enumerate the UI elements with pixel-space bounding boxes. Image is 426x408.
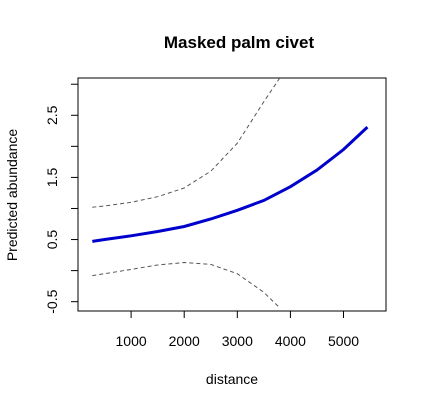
y-tick-label: -0.5 (44, 289, 60, 313)
chart-title: Masked palm civet (164, 33, 315, 52)
x-tick-label: 5000 (328, 333, 359, 349)
x-tick-label: 3000 (222, 333, 253, 349)
series-layer (92, 78, 369, 309)
y-axis: -0.5 0.5 1.5 2.5 (44, 83, 79, 314)
x-axis-label: distance (206, 371, 258, 387)
series-line-upper (92, 78, 281, 208)
plot-area-border (77, 77, 387, 312)
series-line-fit (92, 126, 369, 243)
y-tick-label: 2.5 (44, 105, 60, 125)
series-line-lower (92, 261, 281, 309)
x-axis: 1000 2000 3000 4000 5000 (116, 310, 359, 349)
y-axis-label: Predicted abundance (4, 129, 20, 262)
x-tick-label: 2000 (169, 333, 200, 349)
x-tick-label: 1000 (116, 333, 147, 349)
y-tick-label: 0.5 (44, 230, 60, 250)
x-tick-label: 4000 (275, 333, 306, 349)
y-tick-label: 1.5 (44, 167, 60, 187)
